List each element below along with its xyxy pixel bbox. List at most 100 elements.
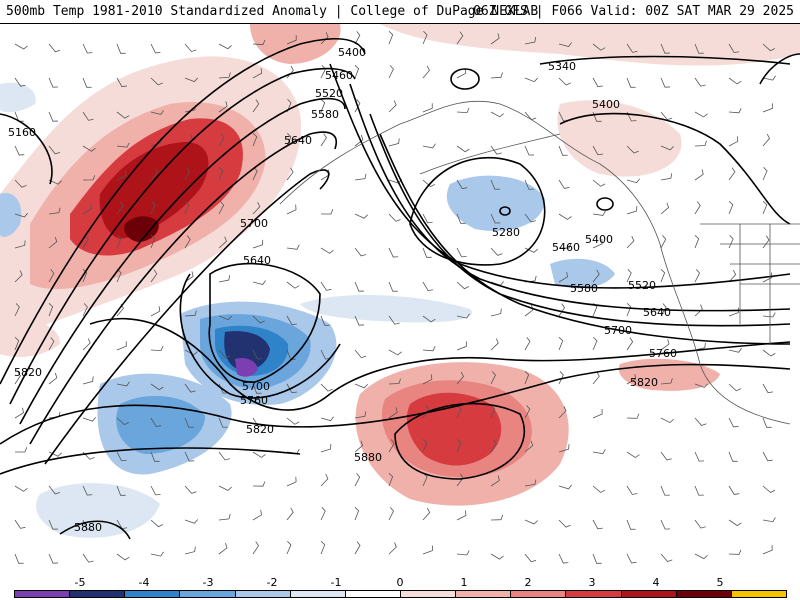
colorbar-tick-label: -2	[266, 576, 278, 589]
wind-barb	[82, 303, 88, 317]
colorbar-swatch	[289, 590, 346, 598]
wind-barb	[218, 349, 231, 359]
wind-barb	[320, 383, 333, 392]
wind-barb	[150, 43, 161, 54]
contour-label: 5700	[604, 324, 632, 337]
wind-barb	[592, 485, 606, 493]
colorbar-tick-label: -1	[330, 576, 342, 589]
wind-barb	[762, 43, 776, 52]
wind-barb	[456, 313, 470, 319]
wind-barb	[422, 143, 436, 149]
wind-barb	[490, 371, 496, 385]
wind-barb	[422, 346, 436, 352]
wind-barb	[286, 417, 300, 425]
wind-barb	[82, 203, 92, 215]
wind-barb	[422, 507, 431, 521]
wind-barb	[388, 349, 402, 356]
wind-barb	[762, 349, 776, 357]
wind-barb	[694, 140, 707, 147]
wind-barb	[728, 417, 739, 428]
wind-barb	[82, 77, 92, 88]
wind-barb	[422, 315, 436, 323]
contour-label: 5400	[585, 233, 613, 246]
wind-barb	[422, 179, 436, 188]
wind-barb	[660, 202, 670, 215]
wind-barb	[524, 213, 536, 223]
wind-barb	[286, 167, 294, 181]
wind-barb	[388, 247, 399, 258]
wind-barb	[48, 207, 61, 215]
wind-barb	[252, 451, 266, 458]
wind-barb	[82, 235, 89, 249]
wind-barb	[150, 383, 164, 391]
wind-barbs	[14, 31, 776, 564]
wind-barb	[592, 519, 603, 530]
wind-barb	[524, 440, 534, 453]
wind-barb	[14, 270, 23, 283]
contour-label: 5580	[570, 282, 598, 295]
wind-barb	[762, 272, 773, 283]
wind-barb	[524, 519, 538, 525]
wind-barb	[728, 519, 742, 527]
wind-barb	[354, 31, 361, 45]
wind-barb	[252, 133, 258, 147]
wind-barb	[116, 111, 130, 119]
wind-barb	[762, 417, 772, 428]
title-bar: 500mb Temp 1981-2010 Standardized Anomal…	[0, 0, 800, 24]
colorbar-tick-label: -5	[74, 576, 86, 589]
wind-barb	[490, 111, 504, 118]
wind-barb	[252, 349, 263, 360]
wind-barb	[286, 507, 294, 521]
wind-barb	[320, 315, 330, 326]
wind-barb	[558, 271, 568, 283]
wind-barb	[354, 281, 364, 292]
wind-barb	[660, 553, 673, 563]
wind-barb	[116, 269, 122, 283]
wind-barb	[592, 77, 603, 88]
colorbar-tick-label: 2	[524, 576, 532, 589]
wind-barb	[456, 341, 467, 351]
wind-barb	[82, 43, 93, 54]
wind-barb	[218, 417, 228, 428]
wind-barb	[558, 444, 570, 453]
wind-barb	[626, 77, 636, 88]
wind-barb	[660, 303, 667, 317]
wind-barb	[456, 281, 470, 290]
wind-barb	[252, 239, 264, 249]
wind-barb	[694, 485, 704, 496]
wind-barb	[48, 553, 59, 564]
wind-barb	[150, 519, 164, 528]
wind-barb	[14, 43, 28, 50]
wind-barb	[14, 303, 20, 317]
wind-barb	[558, 519, 571, 528]
wind-barb	[558, 243, 572, 249]
wind-barb	[626, 413, 640, 419]
wind-barb	[762, 167, 768, 181]
product-title: 500mb Temp 1981-2010 Standardized Anomal…	[6, 4, 539, 19]
wind-barb	[626, 205, 638, 215]
wind-barb	[184, 235, 191, 249]
wind-barb	[728, 307, 739, 317]
contour-labels: 5400 5460 5520 5580 5640 5160 5340 5400 …	[8, 46, 677, 534]
wind-barb	[150, 551, 164, 557]
anomaly-map: 5400 5460 5520 5580 5640 5160 5340 5400 …	[0, 24, 800, 576]
wind-barb	[762, 451, 773, 462]
colorbar-tick-label: 0	[396, 576, 404, 589]
wind-barb	[184, 271, 194, 283]
wind-barb	[286, 383, 297, 394]
wind-barb	[422, 439, 428, 453]
wind-barb	[388, 138, 400, 147]
wind-barb	[490, 553, 504, 560]
wind-barb	[218, 485, 232, 491]
wind-barb	[14, 447, 28, 453]
wind-barb	[354, 541, 361, 555]
wind-barb	[252, 315, 265, 324]
wind-barb	[286, 315, 297, 326]
wind-barb	[422, 374, 433, 385]
wind-barb	[728, 451, 738, 462]
wind-barb	[456, 510, 467, 521]
wind-barb	[14, 407, 24, 419]
wind-barb	[150, 306, 161, 317]
wind-barb	[388, 542, 397, 555]
wind-barb	[592, 238, 603, 249]
